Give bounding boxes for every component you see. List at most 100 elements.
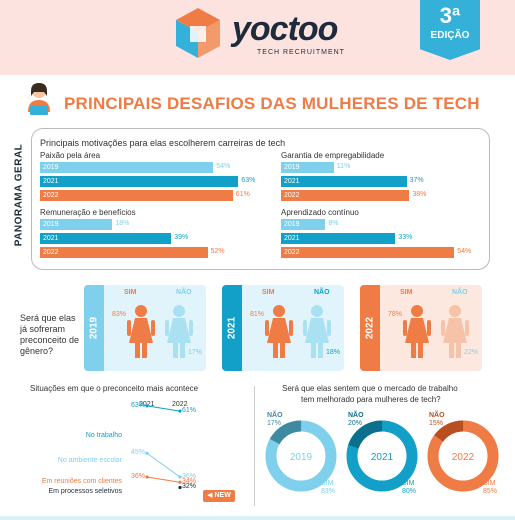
- bar-2022: [281, 247, 455, 258]
- situation-value-2022: 61%: [182, 407, 197, 415]
- bar-2019: [281, 162, 334, 173]
- motivation-group: Paixão pela área 2019 54% 2021 63% 2022 61%: [40, 150, 255, 203]
- nao-percent: 17%: [188, 349, 203, 356]
- card-year: 2021: [226, 316, 238, 340]
- slope-line: [146, 452, 181, 478]
- nao-text: NÃO: [348, 412, 364, 419]
- donut-year: 2019: [290, 452, 313, 463]
- slope-point-2021: [145, 475, 149, 479]
- nao-percent: 18%: [326, 349, 341, 356]
- col-2022-label: 2022: [172, 401, 188, 408]
- situation-value-2021: 36%: [131, 472, 146, 480]
- panorama-side-label: PANORAMA GERAL: [13, 143, 25, 247]
- donut-sim-label: SIM 85%: [483, 480, 497, 496]
- bar-row: 2022 52%: [40, 246, 246, 259]
- bar-2021: [40, 233, 172, 244]
- bar-value-label: 54%: [457, 248, 472, 255]
- donut-2021: 2021: [346, 420, 418, 492]
- donut-nao-label: NÃO 20%: [348, 412, 364, 428]
- bar-row: 2022 54%: [281, 246, 487, 259]
- bar-year-label: 2021: [43, 178, 59, 185]
- bar-year-label: 2022: [43, 192, 59, 199]
- bar-year-label: 2021: [284, 178, 300, 185]
- card-year-bar: 2019: [84, 285, 104, 371]
- bar-year-label: 2021: [284, 235, 300, 242]
- woman-laptop-icon: [28, 83, 50, 115]
- situation-value-2022: 36%: [182, 472, 197, 480]
- slope-line: [146, 405, 181, 412]
- nao-value: 17%: [267, 420, 282, 427]
- woman-figure-icon: [303, 305, 331, 358]
- nao-text: NÃO: [267, 412, 283, 419]
- prejudice-card-2019: 2019 SIM NÃO 83% 17%: [84, 285, 206, 371]
- bar-row: 2019 11%: [281, 161, 487, 174]
- bar-year-label: 2022: [284, 249, 300, 256]
- motivation-label: Paixão pela área: [40, 151, 101, 160]
- page-title: PRINCIPAIS DESAFIOS DAS MULHERES DE TECH: [64, 94, 480, 113]
- situation-value-2022: 32%: [182, 483, 197, 491]
- nao-percent: 22%: [464, 349, 479, 356]
- footer-line: [0, 516, 515, 520]
- market-title-line2: tem melhorado para mulheres de tech?: [301, 395, 441, 404]
- bar-row: 2022 61%: [40, 189, 250, 202]
- panorama-heading: Principais motivações para elas escolher…: [40, 138, 286, 148]
- situation-label: Em reuniões com clientes: [41, 478, 122, 485]
- bar-2021: [281, 176, 407, 187]
- slope-point-2021: [145, 451, 149, 455]
- motivation-label: Remuneração e benefícios: [40, 208, 136, 217]
- bar-value-label: 63%: [241, 177, 256, 184]
- donut-nao-label: NÃO 17%: [267, 412, 283, 428]
- bar-row: 2022 38%: [281, 189, 487, 202]
- donut-sim-label: SIM 80%: [402, 480, 416, 496]
- bar-year-label: 2022: [284, 192, 300, 199]
- donut-nao-label: NÃO 15%: [429, 412, 445, 428]
- slope-point-2021: [145, 404, 149, 408]
- nao-value: 20%: [348, 420, 363, 427]
- bar-value-label: 38%: [412, 191, 427, 198]
- donut-year: 2022: [452, 452, 475, 463]
- bar-2019: [40, 219, 113, 230]
- bar-year-label: 2019: [284, 221, 300, 228]
- bar-row: 2021 37%: [281, 175, 487, 188]
- sim-text: SIM: [402, 480, 415, 487]
- sim-value: 83%: [321, 488, 336, 495]
- sim-percent: 81%: [250, 311, 265, 318]
- slope-point-2022: [178, 409, 182, 413]
- woman-figure-icon: [265, 305, 293, 358]
- bar-value-label: 61%: [235, 191, 250, 198]
- brand-subtitle: TECH RECRUITMENT: [257, 49, 345, 56]
- woman-figure-icon: [441, 305, 469, 358]
- bar-2022: [40, 190, 233, 201]
- bar-value-label: 11%: [336, 163, 351, 170]
- bar-year-label: 2021: [43, 235, 59, 242]
- bar-row: 2021 33%: [281, 232, 487, 245]
- nao-label: NÃO: [452, 289, 468, 296]
- motivation-group: Remuneração e benefícios 2019 18% 2021 39% 20…: [40, 207, 246, 260]
- sim-percent: 83%: [112, 311, 127, 318]
- bar-row: 2019 54%: [40, 161, 246, 174]
- donut-year: 2021: [371, 452, 394, 463]
- card-year: 2019: [88, 316, 100, 340]
- bar-year-label: 2019: [284, 164, 300, 171]
- bar-2022: [281, 190, 410, 201]
- motivation-label: Aprendizado contínuo: [281, 208, 359, 217]
- sim-text: SIM: [321, 480, 334, 487]
- slope-point-2022: [178, 480, 182, 484]
- market-title-line1: Será que elas sentem que o mercado de tr…: [282, 384, 458, 393]
- bar-2019: [281, 219, 326, 230]
- situation-value-2021: 63%: [131, 401, 146, 409]
- slope-line: [146, 476, 181, 483]
- edition-number: 3ª: [439, 3, 461, 28]
- header-banner: yoctoo TECH RECRUITMENT 3ª EDIÇÃO: [0, 0, 515, 75]
- motivation-group: Aprendizado contínuo 2019 8% 2021 33% 2022 54%: [281, 207, 487, 260]
- prejudice-card-2021: 2021 SIM NÃO 81% 18%: [222, 285, 344, 371]
- bar-value-label: 8%: [328, 220, 339, 227]
- bar-value-label: 39%: [174, 234, 189, 241]
- situations-title: Situações em que o preconceito mais acon…: [30, 384, 199, 393]
- slope-point-2022: [178, 485, 182, 490]
- donut-2019: 2019: [265, 420, 337, 492]
- donut-sim-label: SIM 83%: [321, 480, 335, 496]
- sim-percent: 78%: [388, 311, 403, 318]
- woman-figure-icon: [127, 305, 155, 358]
- motivation-label: Garantia de empregabilidade: [281, 151, 385, 160]
